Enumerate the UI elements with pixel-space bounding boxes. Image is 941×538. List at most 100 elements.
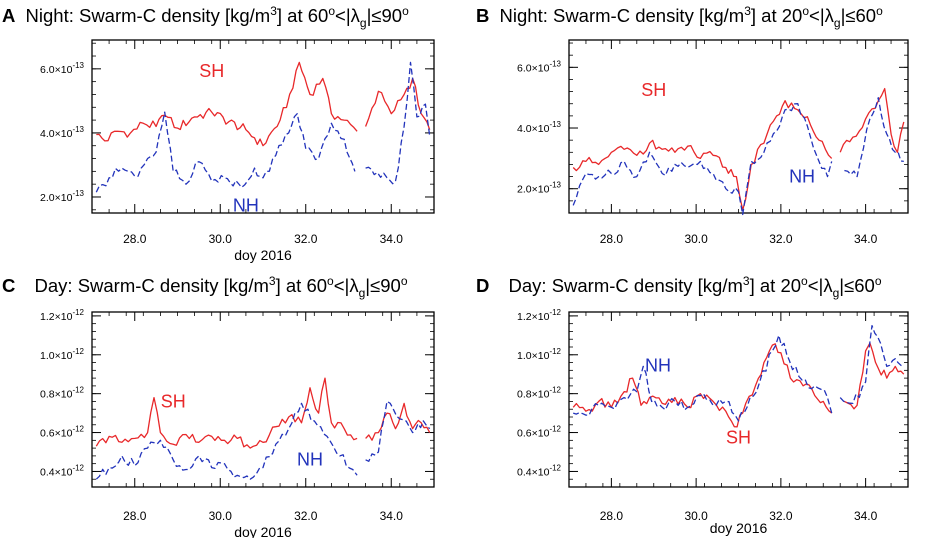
panel-c-title-sub: g [359, 286, 366, 300]
x-axis-label: doy 2016 [234, 247, 292, 263]
series-line-nh [95, 111, 356, 193]
panel-b-title-range: |≤60 [841, 5, 877, 26]
series-label-sh: SH [641, 80, 666, 100]
y-tick-label: 2.0×10-13 [517, 181, 562, 196]
x-tick-label: 30.0 [209, 232, 233, 246]
panel-c-title-sup-deg2: o [401, 274, 408, 288]
panel-b-title-sup-deg1: o [802, 4, 809, 18]
panel-a-title-sup-deg1: o [328, 4, 335, 18]
series-line-nh [844, 97, 904, 178]
x-tick-label: 32.0 [294, 232, 318, 246]
panel-d-title-sup-cube: 3 [743, 274, 750, 288]
panel-a-title-at: ] at 60 [277, 5, 328, 26]
panel-c-title: C Day: Swarm-C density [kg/m3] at 60o<|λ… [2, 274, 408, 300]
series-line-sh [844, 342, 905, 410]
x-axis-label: doy 2016 [234, 524, 292, 538]
x-tick-label: 30.0 [684, 232, 708, 246]
y-tick-label: 1.2×10-12 [517, 308, 562, 323]
panel-a-title-main: Night: Swarm-C density [kg/m [26, 5, 271, 26]
panel-d-title-sup-deg2: o [875, 274, 882, 288]
series-line-nh [95, 402, 358, 480]
panel-d-title-range: |≤60 [839, 275, 875, 296]
x-tick-label: 32.0 [769, 509, 793, 523]
series-label-sh: SH [161, 391, 186, 411]
panel-c-plot: 28.0 30.0 32.0 34.0 0.4×10-12 0.6×10-12 0.8×10… [40, 308, 435, 538]
y-tick-label: 6.0×10-13 [40, 61, 85, 76]
series-line-nh [365, 61, 431, 185]
panel-b-letter: B [476, 5, 489, 26]
y-tick-label: 0.4×10-12 [517, 463, 562, 478]
y-tick-label: 0.6×10-12 [517, 425, 562, 440]
series-line-sh [365, 402, 431, 441]
panel-b-title-sub: g [834, 16, 841, 30]
y-tick-label: 1.2×10-12 [40, 308, 85, 323]
series-line-nh [365, 400, 431, 462]
panel-a-title-sup-cube: 3 [270, 4, 277, 18]
series-line-sh [95, 377, 358, 449]
series-label-sh: SH [199, 61, 224, 81]
panel-a-title-sup-deg2: o [402, 4, 409, 18]
panel-d-title-main: Day: Swarm-C density [kg/m [509, 275, 743, 296]
panel-b-title-sup-cube: 3 [744, 4, 751, 18]
y-tick-label: 2.0×10-13 [40, 189, 85, 204]
panel-c-title-lambda: <|λ [334, 275, 360, 296]
panel-c-title-sup-cube: 3 [269, 274, 276, 288]
y-tick-label: 0.8×10-12 [517, 386, 562, 401]
panel-a-title-sub: g [360, 16, 367, 30]
panel-c-title-main: Day: Swarm-C density [kg/m [35, 275, 269, 296]
y-tick-label: 0.6×10-12 [40, 425, 85, 440]
panel-b-plot: 28.0 30.0 32.0 34.0 2.0×10-13 4.0×10-13 6.0×10… [517, 39, 909, 246]
x-tick-label: 34.0 [854, 232, 878, 246]
x-tick-label: 28.0 [123, 509, 147, 523]
y-tick-label: 1.0×10-12 [40, 347, 85, 362]
series-label-nh: NH [297, 450, 323, 470]
panel-c-title-at: ] at 60 [276, 275, 327, 296]
panel-d-title-sub: g [833, 286, 840, 300]
plot-frame [91, 311, 435, 488]
panel-d-title-lambda: <|λ [808, 275, 834, 296]
panel-a-letter: A [2, 5, 15, 26]
series-label-sh: SH [726, 427, 751, 447]
panel-d-plot: 28.0 30.0 32.0 34.0 0.4×10-12 0.6×10-12 0.8×10… [517, 308, 909, 536]
x-tick-label: 34.0 [380, 509, 404, 523]
panel-c-title-range: |≤90 [365, 275, 401, 296]
y-tick-label: 6.0×10-13 [517, 59, 562, 74]
series-line-sh [364, 77, 431, 130]
panel-d-title-at: ] at 20 [750, 275, 801, 296]
series-line-sh [839, 87, 905, 153]
y-tick-label: 4.0×10-13 [40, 125, 85, 140]
panel-c-title-sup-deg1: o [327, 274, 334, 288]
panel-b-title: B Night: Swarm-C density [kg/m3] at 20o<… [476, 4, 883, 30]
x-tick-label: 30.0 [684, 509, 708, 523]
panel-b-title-at: ] at 20 [751, 5, 802, 26]
panel-d-title: D Day: Swarm-C density [kg/m3] at 20o<|λ… [476, 274, 882, 300]
panel-d-title-sup-deg1: o [801, 274, 808, 288]
series-line-sh [572, 343, 833, 428]
series-line-sh [96, 61, 358, 147]
y-tick-label: 1.0×10-12 [517, 347, 562, 362]
x-tick-label: 30.0 [209, 509, 233, 523]
series-line-nh [573, 334, 833, 422]
x-tick-label: 32.0 [769, 232, 793, 246]
series-label-nh: NH [645, 355, 671, 375]
y-tick-label: 0.8×10-12 [40, 386, 85, 401]
series-label-nh: NH [789, 167, 815, 187]
series-label-nh: NH [233, 195, 259, 215]
panel-d-letter: D [476, 275, 489, 296]
x-tick-label: 28.0 [600, 232, 624, 246]
series-line-nh [839, 324, 905, 405]
panel-a-title-lambda: <|λ [335, 5, 361, 26]
x-tick-label: 32.0 [294, 509, 318, 523]
y-tick-label: 0.4×10-12 [40, 463, 85, 478]
x-axis-label: doy 2016 [710, 520, 768, 536]
plot-frame [91, 39, 435, 214]
panel-b-title-sup-deg2: o [876, 4, 883, 18]
panel-b-title-lambda: <|λ [809, 5, 835, 26]
x-tick-label: 28.0 [600, 509, 624, 523]
y-tick-label: 4.0×10-13 [517, 120, 562, 135]
x-tick-label: 34.0 [854, 509, 878, 523]
panel-a-plot: 28.0 30.0 32.0 34.0 2.0×10-13 4.0×10-13 6.0×10… [40, 39, 435, 263]
panel-b-title-main: Night: Swarm-C density [kg/m [500, 5, 745, 26]
x-tick-label: 34.0 [380, 232, 404, 246]
